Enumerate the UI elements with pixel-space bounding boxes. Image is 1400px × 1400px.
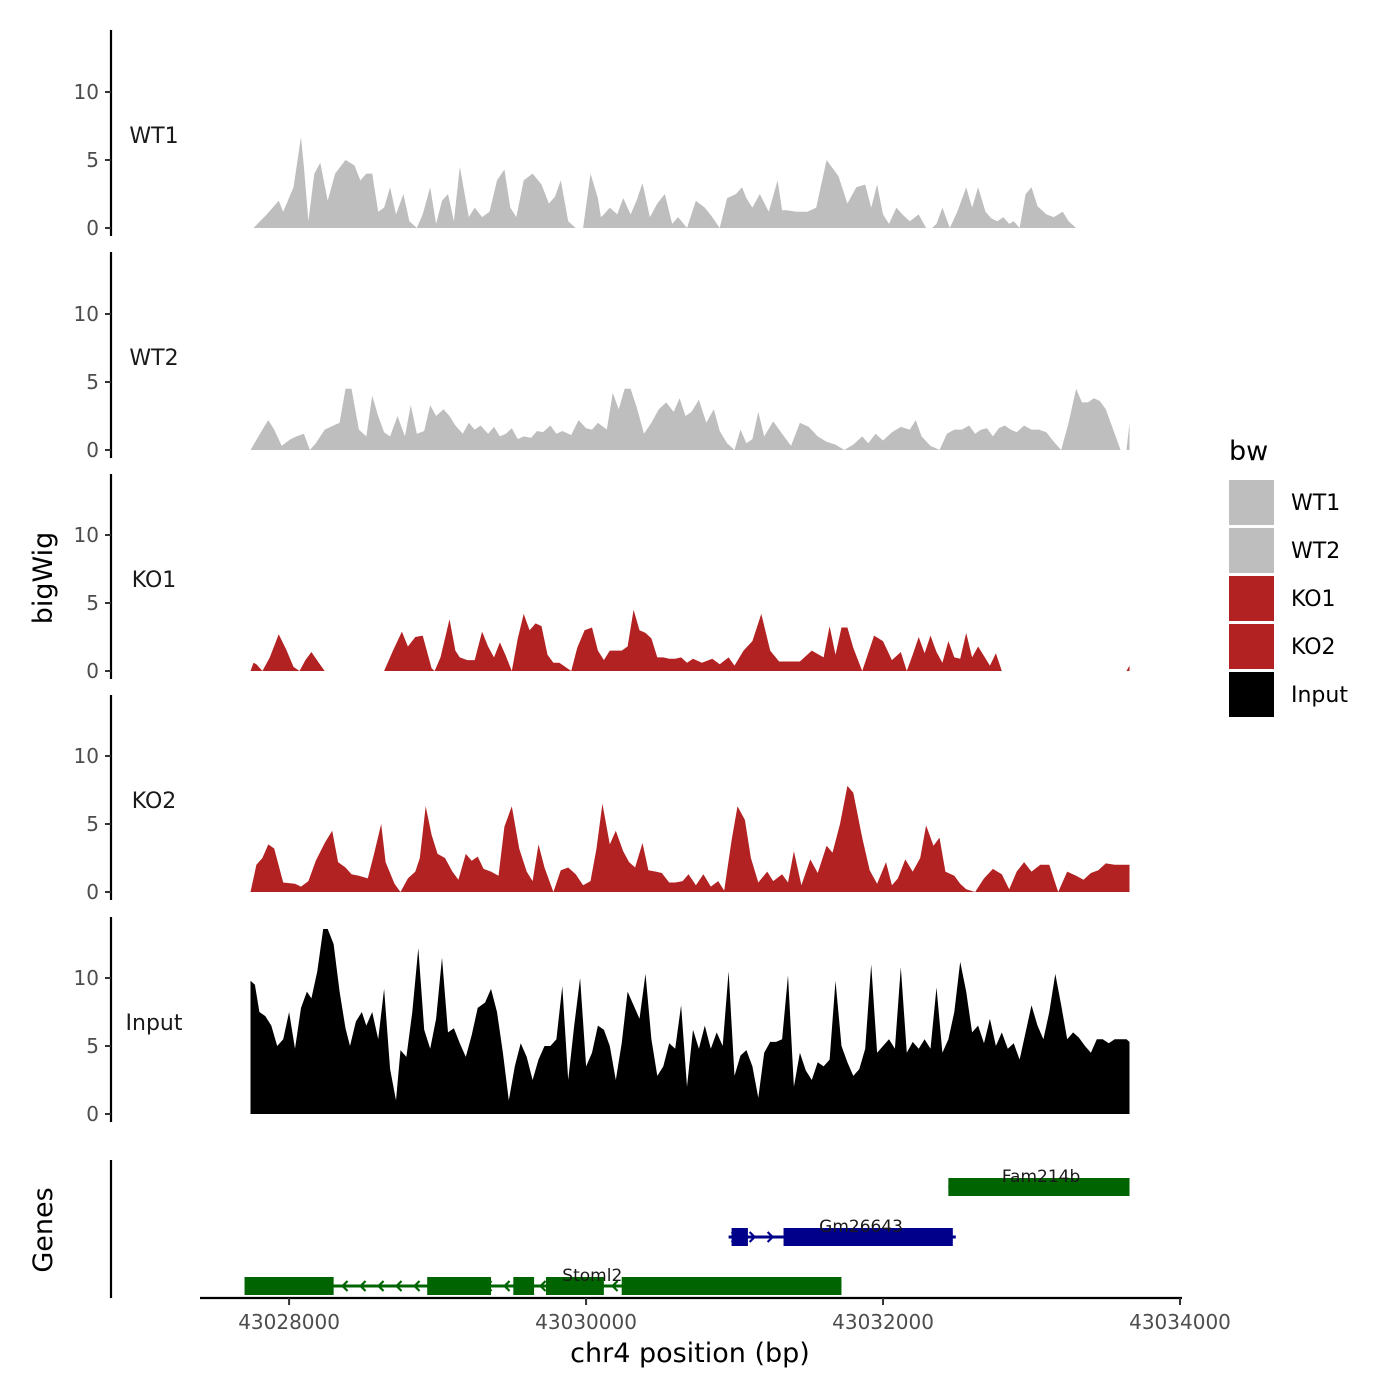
gene-exon	[545, 1277, 604, 1295]
coverage-area-ko2	[250, 785, 1130, 892]
legend: bw WT1 WT2 KO1 KO2 Input	[1229, 436, 1348, 717]
y-tick-label: 5	[86, 148, 99, 172]
legend-swatch-ko1	[1229, 576, 1274, 621]
gene-label: Fam214b	[1002, 1167, 1080, 1187]
y-tick-label: 0	[86, 1102, 99, 1126]
track-wt1: 0 5 10 WT1	[74, 30, 1115, 240]
legend-title: bw	[1229, 436, 1268, 467]
y-tick-label: 10	[74, 80, 99, 104]
y-tick-label: 0	[86, 216, 99, 240]
track-name-label: KO1	[132, 568, 177, 593]
legend-swatch-wt2	[1229, 528, 1274, 573]
legend-label-wt2: WT2	[1291, 539, 1340, 564]
gene-track-y-axis-title: Genes	[28, 1187, 59, 1272]
y-axis-title: bigWig	[28, 532, 59, 625]
y-tick-label: 0	[86, 880, 99, 904]
gene-fam214b: Fam214b	[948, 1167, 1130, 1196]
gene-gm26643: Gm26643	[728, 1217, 956, 1246]
y-tick-label: 10	[74, 744, 99, 768]
track-wt2: 0 5 10 WT2	[74, 252, 1130, 462]
track-name-label: WT2	[129, 346, 178, 371]
strand-arrow	[610, 1280, 619, 1292]
legend-label-input: Input	[1291, 683, 1348, 708]
x-tick-label: 43032000	[832, 1310, 934, 1334]
gene-stoml2: Stoml2	[244, 1266, 842, 1295]
track-name-label: Input	[126, 1011, 183, 1036]
gene-exon	[427, 1277, 492, 1295]
strand-arrow	[376, 1280, 385, 1292]
legend-label-ko1: KO1	[1291, 587, 1336, 612]
track-input: 0 5 10 Input	[74, 917, 1130, 1126]
legend-swatch-wt1	[1229, 480, 1274, 525]
y-tick-label: 0	[86, 438, 99, 462]
strand-arrow	[502, 1280, 511, 1292]
strand-arrow	[766, 1231, 775, 1243]
gene-exon	[731, 1228, 748, 1246]
x-axis: 43028000 43030000 43032000 43034000	[200, 1296, 1231, 1334]
y-tick-label: 5	[86, 591, 99, 615]
y-tick-label: 10	[74, 966, 99, 990]
gene-exon	[513, 1277, 535, 1295]
track-name-label: KO2	[132, 789, 177, 814]
gene-track: Fam214b Gm26643 Stoml2	[109, 1160, 1130, 1298]
gene-exon	[783, 1228, 953, 1246]
strand-arrow	[358, 1280, 367, 1292]
x-tick-label: 43034000	[1129, 1310, 1231, 1334]
y-tick-label: 0	[86, 659, 99, 683]
y-tick-label: 10	[74, 302, 99, 326]
strand-arrow	[538, 1280, 547, 1292]
coverage-area-input	[250, 929, 1130, 1114]
coverage-area-wt1	[253, 136, 1115, 228]
track-ko1: 0 5 10 KO1	[74, 474, 1130, 683]
x-tick-label: 43028000	[238, 1310, 340, 1334]
track-name-label: WT1	[129, 124, 178, 149]
legend-swatch-input	[1229, 672, 1274, 717]
x-tick-label: 43030000	[535, 1310, 637, 1334]
strand-arrow	[412, 1280, 421, 1292]
legend-label-wt1: WT1	[1291, 491, 1340, 516]
gene-exon	[244, 1277, 334, 1295]
gene-exon	[948, 1178, 1130, 1196]
y-tick-label: 10	[74, 523, 99, 547]
y-tick-label: 5	[86, 370, 99, 394]
strand-arrow	[340, 1280, 349, 1292]
x-axis-title: chr4 position (bp)	[570, 1338, 810, 1369]
y-tick-label: 5	[86, 1034, 99, 1058]
coverage-area-wt2	[250, 388, 1130, 450]
gene-exon	[621, 1277, 842, 1295]
gene-label: Gm26643	[819, 1217, 903, 1237]
strand-arrow	[394, 1280, 403, 1292]
legend-label-ko2: KO2	[1291, 635, 1336, 660]
legend-swatch-ko2	[1229, 624, 1274, 669]
strand-arrow	[748, 1231, 757, 1243]
y-tick-label: 5	[86, 812, 99, 836]
coverage-tracks: 0 5 10 WT1 0 5 10 WT2 0 5 10 KO1 0 5 10 KO2 0 5 10 Input	[74, 30, 1130, 1126]
track-ko2: 0 5 10 KO2	[74, 695, 1130, 904]
gene-label: Stoml2	[562, 1266, 622, 1286]
